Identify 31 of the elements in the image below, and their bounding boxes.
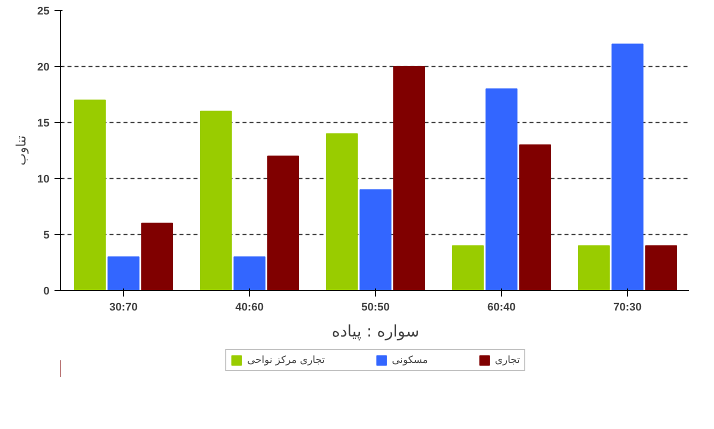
- y-tick-label: 25: [37, 6, 50, 18]
- bar: [267, 156, 300, 290]
- bar: [326, 133, 358, 290]
- x-tick-label: 50:50: [361, 302, 390, 314]
- bar: [141, 222, 174, 290]
- legend-label: تجاری: [494, 354, 520, 366]
- x-axis-title: سواره : پیاده: [332, 322, 420, 340]
- y-axis-title: تناوب: [14, 135, 30, 166]
- bar: [486, 88, 518, 290]
- bar: [645, 245, 678, 290]
- bar: [393, 66, 426, 290]
- bar: [74, 100, 106, 290]
- bar: [234, 256, 266, 290]
- y-tick-label: 10: [37, 174, 50, 186]
- x-tick-label: 30:70: [109, 302, 138, 314]
- bar: [200, 110, 232, 290]
- legend-label: تجاری مرکز نواحی: [247, 354, 325, 366]
- bar: [452, 245, 484, 290]
- y-tick-label: 5: [43, 230, 50, 242]
- y-tick-label: 15: [37, 118, 50, 130]
- x-tick-label: 60:40: [487, 302, 516, 314]
- x-tick-label: 70:30: [613, 302, 642, 314]
- y-tick-label: 0: [43, 286, 50, 298]
- y-tick-label: 20: [37, 62, 50, 74]
- legend-label: مسکونی: [392, 354, 428, 366]
- bar: [360, 189, 392, 290]
- x-tick-label: 40:60: [235, 302, 264, 314]
- bar: [519, 144, 552, 290]
- bar: [612, 44, 644, 290]
- bar: [108, 256, 140, 290]
- bar: [578, 245, 610, 290]
